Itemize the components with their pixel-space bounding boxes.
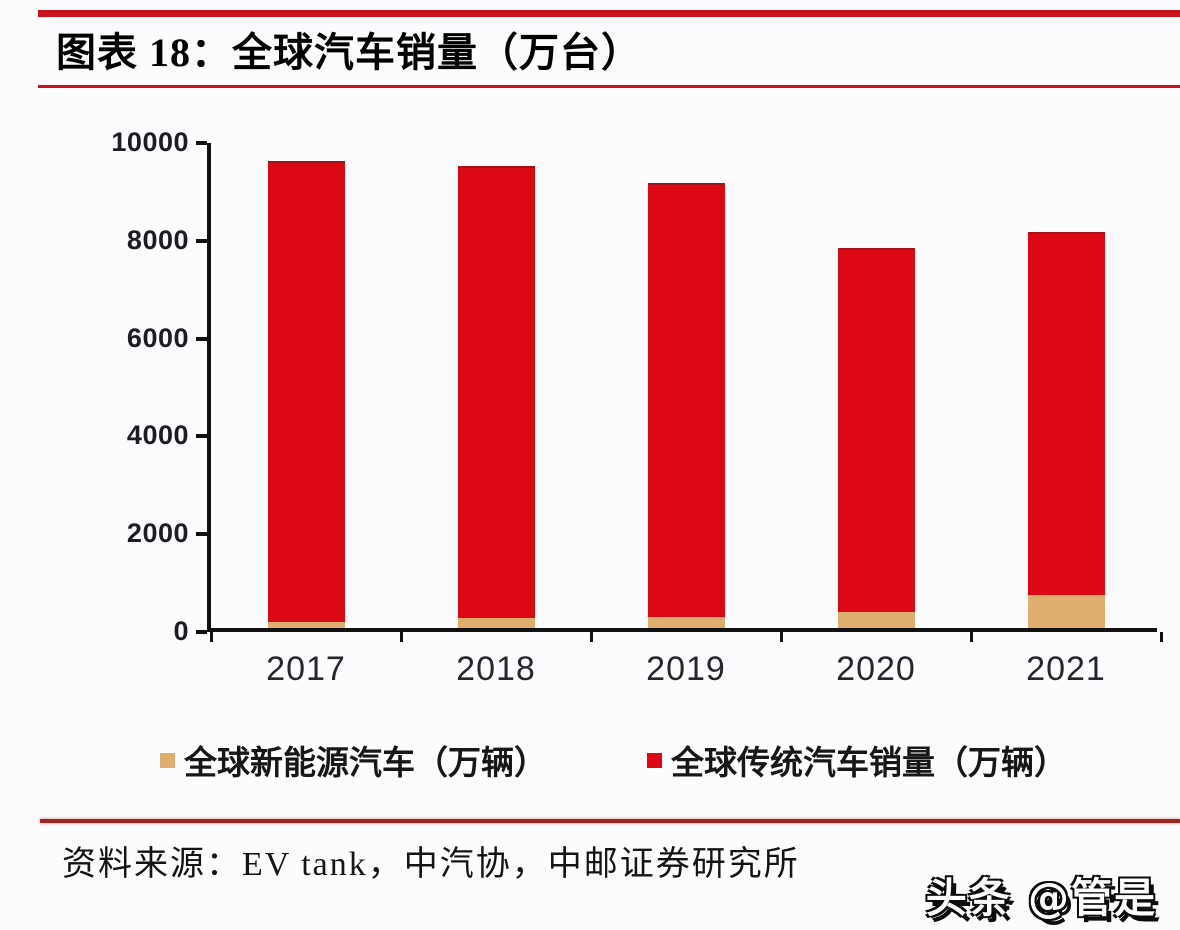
x-axis-tick-mark: [1159, 632, 1163, 642]
bar-segment-2018-series0: [457, 618, 535, 628]
x-axis-category-label: 2020: [836, 650, 916, 688]
plot-area: 0 2000 4000 6000 8000 10000 2017 2018 2019 2020 20…: [111, 127, 1163, 688]
bar-segment-2017-series0: [267, 622, 345, 628]
legend-item-nev: 全球新能源汽车（万辆）: [160, 736, 547, 784]
x-axis-tick-mark: [589, 632, 593, 642]
y-axis-tick-mark: [196, 238, 207, 243]
y-axis-tick-mark: [196, 532, 207, 537]
legend-label-nev: 全球新能源汽车（万辆）: [184, 746, 547, 782]
x-axis-category-label: 2021: [1026, 650, 1106, 688]
y-axis-tick-label: 4000: [126, 420, 189, 451]
y-axis-tick-label: 8000: [126, 224, 189, 255]
y-axis-tick-label: 10000: [111, 127, 189, 157]
header-top-rule: [38, 10, 1180, 17]
bar-segment-2019-series1: [647, 182, 725, 618]
x-axis-tick-mark: [209, 632, 213, 642]
x-axis-tick-mark: [779, 632, 783, 642]
legend-swatch-traditional-icon: [647, 752, 662, 768]
bar-segment-2019-series0: [647, 617, 725, 628]
x-axis-category-label: 2019: [646, 650, 726, 688]
bar-segment-2021-series1: [1027, 231, 1105, 596]
legend-item-traditional: 全球传统汽车销量（万辆）: [647, 736, 1067, 784]
y-axis-tick-label: 2000: [126, 518, 189, 549]
y-axis-tick-mark: [196, 336, 207, 341]
source-line: 资料来源：EV tank，中汽协，中邮证券研究所: [62, 846, 800, 883]
y-axis-tick-mark: [196, 434, 207, 439]
footer-rule: [40, 819, 1180, 823]
header-under-rule: [38, 85, 1180, 88]
chart-title: 图表 18：全球汽车销量（万台）: [56, 30, 642, 75]
y-axis-tick-mark: [196, 630, 207, 634]
x-axis-category-label: 2018: [456, 650, 536, 688]
y-axis-tick-mark: [196, 141, 207, 145]
bar-segment-2020-series1: [837, 247, 915, 612]
y-axis-tick-label: 6000: [126, 322, 189, 353]
bar-segment-2021-series0: [1027, 595, 1105, 628]
x-axis-tick-mark: [399, 632, 403, 642]
legend-label-traditional: 全球传统汽车销量（万辆）: [671, 746, 1067, 782]
x-axis-category-label: 2017: [266, 650, 346, 688]
bar-segment-2018-series1: [457, 165, 535, 619]
legend-swatch-nev-icon: [160, 752, 175, 768]
bar-segment-2017-series1: [267, 160, 345, 623]
bar-segment-2020-series0: [837, 611, 915, 628]
watermark: 头条 @管是: [925, 874, 1157, 922]
y-axis-tick-label: 0: [173, 616, 189, 646]
x-axis-tick-mark: [969, 632, 973, 642]
